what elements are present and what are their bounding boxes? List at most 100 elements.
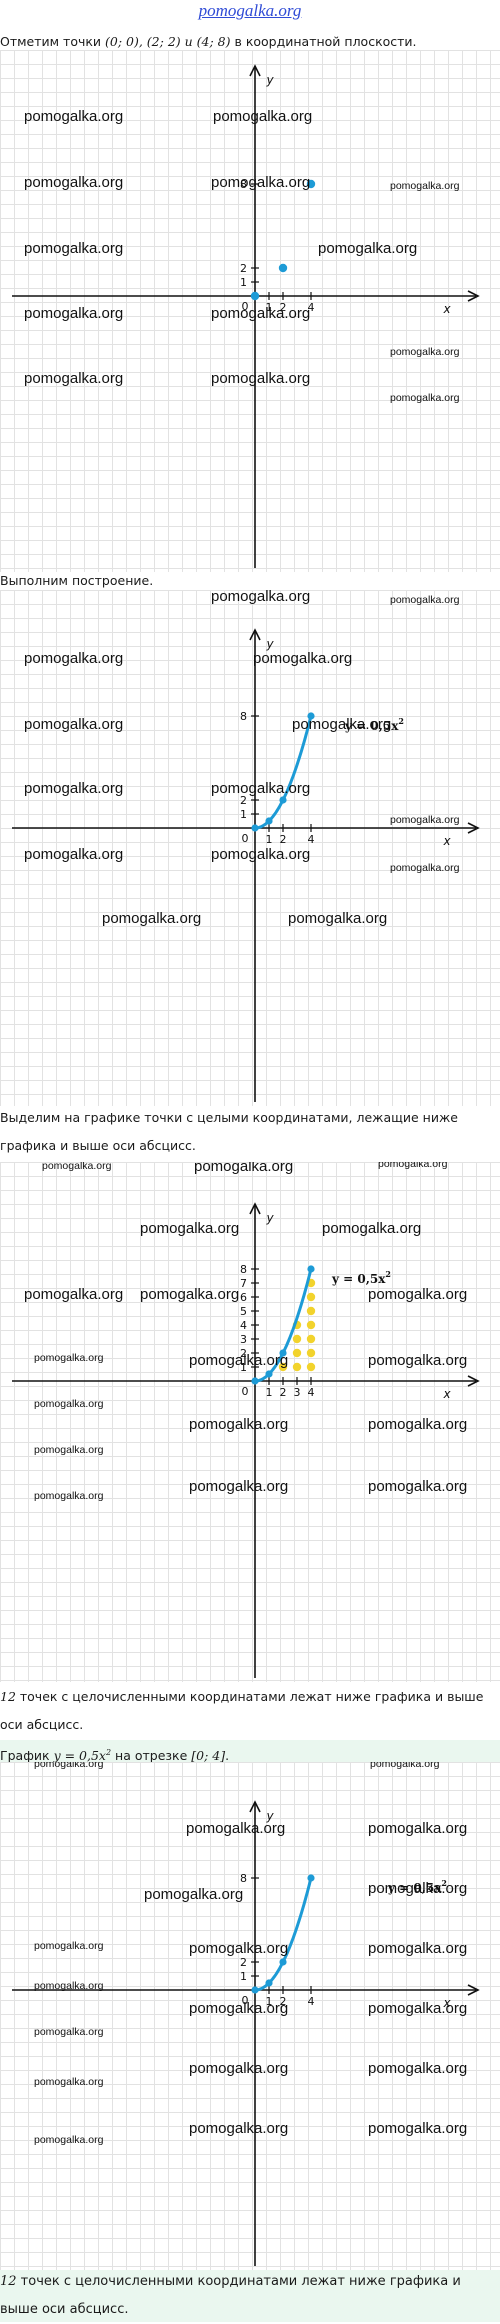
plotted-point-2 — [306, 179, 316, 189]
watermark: pomogalka.org — [24, 370, 124, 387]
integer-point-5 — [306, 1362, 316, 1372]
y-tick-label-1: 1 — [240, 1361, 247, 1374]
integer-point-10 — [306, 1292, 316, 1302]
x-tick-label-4: 4 — [308, 833, 315, 846]
curve-point-0 — [251, 824, 259, 832]
watermark: pomogalka.org — [34, 1940, 104, 1952]
integer-point-8 — [306, 1320, 316, 1330]
y-tick-label-7: 7 — [240, 1277, 247, 1290]
y-tick-label-2: 2 — [240, 1956, 247, 1969]
plotted-point-0 — [250, 291, 260, 301]
caption-function: y = 0,5x2 — [53, 1748, 112, 1764]
watermark: pomogalka.org — [390, 392, 460, 404]
paragraph-count: 12 точек с целочисленными координатами л… — [0, 1683, 498, 1739]
y-tick-label-4: 4 — [240, 1319, 247, 1332]
x-tick-label-1: 1 — [266, 1995, 273, 2008]
function-label: y = 0,5x2 — [344, 716, 404, 733]
watermark: pomogalka.org — [34, 2076, 104, 2088]
watermark: pomogalka.org — [24, 1286, 124, 1303]
y-tick-label-8: 8 — [240, 1263, 247, 1276]
watermark: pomogalka.org — [368, 1820, 468, 1837]
y-tick-label-8: 8 — [240, 1872, 247, 1885]
watermark: pomogalka.org — [189, 2000, 289, 2017]
watermark: pomogalka.org — [189, 1478, 289, 1495]
integer-point-7 — [306, 1334, 316, 1344]
watermark: pomogalka.org — [24, 174, 124, 191]
x-tick-label-1: 1 — [266, 833, 273, 846]
answer-text: точек с целочисленными координатами лежа… — [0, 2274, 461, 2317]
watermark: pomogalka.org — [34, 2026, 104, 2038]
curve-point-1 — [265, 1370, 273, 1378]
watermark: pomogalka.org — [368, 2060, 468, 2077]
watermark: pomogalka.org — [42, 1162, 112, 1172]
watermark: pomogalka.org — [368, 1352, 468, 1369]
integer-point-0 — [278, 1362, 288, 1372]
watermark: pomogalka.org — [390, 180, 460, 192]
x-axis-label: x — [442, 302, 451, 316]
paragraph-select-points: Выделим на графике точки с целыми коорди… — [0, 1110, 458, 1153]
x-tick-label-4: 4 — [308, 1995, 315, 2008]
site-title-link[interactable]: pomogalka.org — [198, 1, 302, 20]
watermark: pomogalka.org — [211, 174, 311, 191]
watermark: pomogalka.org — [24, 716, 124, 733]
integer-point-3 — [292, 1334, 302, 1344]
watermark: pomogalka.org — [24, 240, 124, 257]
y-tick-label-2: 2 — [240, 794, 247, 807]
x-axis-label: x — [442, 1996, 451, 2010]
watermark: pomogalka.org — [24, 108, 124, 125]
x-axis-arrow — [467, 1984, 480, 1996]
curve-point-1 — [265, 1979, 273, 1987]
y-tick-label-2: 2 — [240, 262, 247, 275]
watermark: pomogalka.org — [390, 346, 460, 358]
x-axis-arrow — [467, 822, 480, 834]
function-label: y = 0,5x2 — [387, 1878, 447, 1895]
watermark: pomogalka.org — [288, 910, 388, 927]
watermark: pomogalka.org — [211, 780, 311, 797]
watermark: pomogalka.org — [211, 846, 311, 863]
p1-points-math: (0; 0), (2; 2) и (4; 8) — [105, 34, 231, 49]
x-axis-arrow — [467, 290, 480, 302]
p1-text-a: Отметим точки — [0, 34, 106, 49]
y-axis-label: y — [265, 1809, 274, 1823]
watermark: pomogalka.org — [322, 1220, 422, 1237]
y-tick-label-1: 1 — [240, 1970, 247, 1983]
answer-number: 12 — [0, 2274, 17, 2289]
curve-point-2 — [279, 1958, 287, 1966]
y-axis-arrow — [249, 64, 261, 77]
watermark: pomogalka.org — [292, 716, 392, 733]
plotted-point-1 — [278, 263, 288, 273]
curve-point-3 — [307, 712, 315, 720]
origin-label: 0 — [242, 1994, 249, 2007]
x-tick-label-3: 3 — [294, 1386, 301, 1399]
integer-point-6 — [306, 1348, 316, 1358]
paragraph-build: Выполним построение. — [0, 573, 154, 588]
y-tick-label-5: 5 — [240, 1305, 247, 1318]
y-tick-label-8: 8 — [240, 710, 247, 723]
watermark: pomogalka.org — [24, 846, 124, 863]
watermark: pomogalka.org — [34, 1398, 104, 1410]
watermark: pomogalka.org — [194, 1162, 294, 1175]
y-axis-arrow — [249, 628, 261, 641]
curve-point-0 — [251, 1986, 259, 1994]
function-label-exponent: 2 — [385, 1269, 391, 1279]
caption-text-c: . — [225, 1748, 230, 1764]
watermark: pomogalka.org — [189, 1352, 289, 1369]
watermark: pomogalka.org — [24, 780, 124, 797]
watermark: pomogalka.org — [24, 650, 124, 667]
watermark: pomogalka.org — [34, 1980, 104, 1992]
integer-point-1 — [292, 1362, 302, 1372]
y-tick-label-3: 3 — [240, 1333, 247, 1346]
watermark: pomogalka.org — [253, 650, 353, 667]
watermark: pomogalka.org — [211, 305, 311, 322]
curve-point-3 — [307, 1874, 315, 1882]
origin-label: 0 — [242, 300, 249, 313]
watermark: pomogalka.org — [34, 1444, 104, 1456]
x-axis-label: x — [442, 834, 451, 848]
watermark: pomogalka.org — [370, 1762, 440, 1770]
integer-point-9 — [306, 1306, 316, 1316]
